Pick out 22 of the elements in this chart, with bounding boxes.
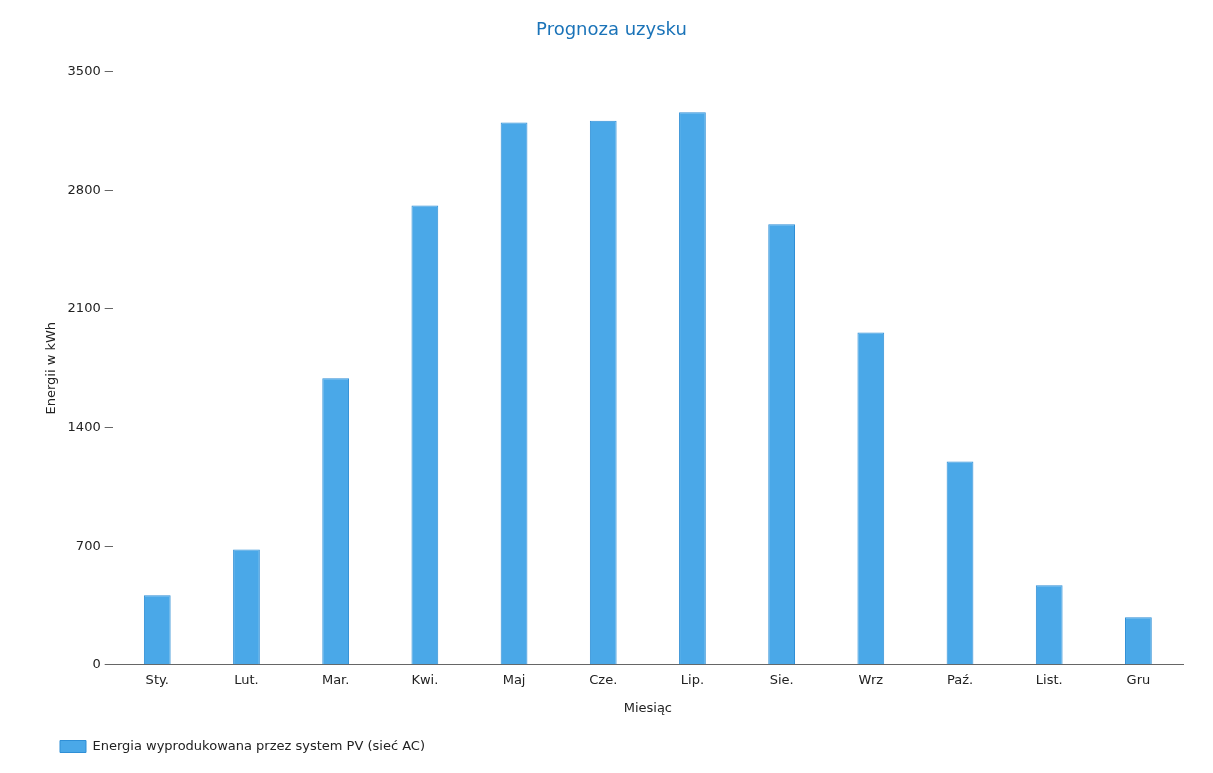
y-tick-label: 2800 (67, 181, 101, 197)
x-tick-label: Sie. (769, 671, 794, 687)
x-tick-label: Cze. (589, 671, 618, 687)
x-tick-label: Sty. (145, 671, 169, 687)
x-axis-title: Miesiąc (623, 699, 673, 715)
x-tick-label: Kwi. (411, 671, 439, 687)
x-tick-label: Lip. (680, 671, 705, 687)
x-tick-label: Maj (502, 671, 526, 687)
x-tick-label: Lut. (234, 671, 259, 687)
x-tick-label: Mar. (321, 671, 350, 687)
y-tick-label: 0 (92, 656, 101, 672)
x-tick-label: Paź. (946, 671, 974, 687)
legend-label: Energia wyprodukowana przez system PV (sieć AC) (92, 737, 425, 753)
y-tick-label: 2100 (67, 300, 101, 316)
y-axis-title: Energii w kWh (43, 321, 59, 415)
y-tick-label: 1400 (67, 418, 101, 434)
x-tick-label: Gru (1126, 671, 1151, 687)
chart-title: Prognoza uzysku (536, 18, 687, 40)
x-tick-label: Wrz (858, 671, 884, 687)
y-tick-label: 3500 (67, 62, 101, 78)
y-tick-label: 700 (75, 537, 101, 553)
x-tick-label: List. (1035, 671, 1063, 687)
